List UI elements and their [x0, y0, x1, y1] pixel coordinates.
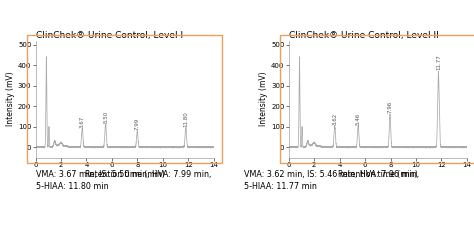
X-axis label: Retention time (min): Retention time (min): [338, 171, 418, 180]
Y-axis label: Intensity (mV): Intensity (mV): [259, 72, 268, 126]
Text: 11.77: 11.77: [436, 54, 441, 70]
Text: VMA: 3.62 min, IS: 5.46 min, HVA: 7.96 min,
5-HIAA: 11.77 min: VMA: 3.62 min, IS: 5.46 min, HVA: 7.96 m…: [244, 170, 419, 191]
Text: ClinChek® Urine Control, Level II: ClinChek® Urine Control, Level II: [289, 31, 438, 40]
Text: VMA: 3.67 min, IS: 5.50 min, HVA: 7.99 min,
5-HIAA: 11.80 min: VMA: 3.67 min, IS: 5.50 min, HVA: 7.99 m…: [36, 170, 211, 191]
Text: 11.80: 11.80: [183, 111, 188, 127]
Y-axis label: Intensity (mV): Intensity (mV): [6, 72, 15, 126]
Text: 5.50: 5.50: [103, 110, 108, 123]
Text: 3.67: 3.67: [80, 115, 85, 128]
Text: 5.46: 5.46: [356, 112, 361, 125]
Text: 7.99: 7.99: [135, 117, 140, 130]
Text: 3.62: 3.62: [332, 112, 337, 125]
Text: 7.96: 7.96: [387, 101, 392, 113]
X-axis label: Retention time (min): Retention time (min): [85, 171, 164, 180]
Text: ClinChek® Urine Control, Level I: ClinChek® Urine Control, Level I: [36, 31, 182, 40]
